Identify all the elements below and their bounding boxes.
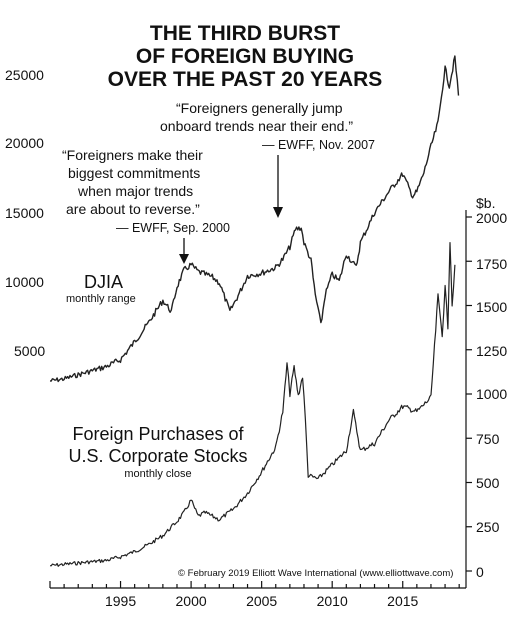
right-tick-label: 250 xyxy=(476,519,500,535)
annotation-1-line-3: when major trends xyxy=(77,183,193,199)
djia-series-sublabel: monthly range xyxy=(66,293,136,305)
foreign-series-label-line-1: Foreign Purchases of xyxy=(72,424,244,444)
right-tick-label: 750 xyxy=(476,431,500,447)
foreign-series-sublabel: monthly close xyxy=(124,468,191,480)
annotation-2-attribution: — EWFF, Nov. 2007 xyxy=(262,138,375,152)
chart-title-line-3: OVER THE PAST 20 YEARS xyxy=(108,68,383,91)
annotation-2-line-1: “Foreigners generally jump xyxy=(176,100,343,116)
copyright-note: © February 2019 Elliott Wave Internation… xyxy=(178,568,453,579)
right-tick-label: 500 xyxy=(476,475,500,491)
annotation-1-line-2: biggest commitments xyxy=(68,165,200,181)
x-tick-label: 2010 xyxy=(317,593,348,609)
x-tick-label: 2015 xyxy=(387,593,418,609)
right-tick-label: 1250 xyxy=(476,343,507,359)
right-tick-label: 1000 xyxy=(476,386,507,402)
djia-series-line xyxy=(49,55,460,383)
foreign-purchases-series-line xyxy=(49,242,456,567)
annotation-2-line-2: onboard trends near their end.” xyxy=(160,118,353,134)
left-tick-label: 5000 xyxy=(14,343,45,359)
annotation-1-line-1: “Foreigners make their xyxy=(62,147,203,163)
left-tick-label: 15000 xyxy=(5,205,44,221)
right-tick-label: 2000 xyxy=(476,210,507,226)
x-axis-labels: 1995 2000 2005 2010 2015 xyxy=(105,593,419,609)
x-tick-label: 2005 xyxy=(246,593,277,609)
left-tick-label: 25000 xyxy=(5,67,44,83)
right-axis-unit: $b. xyxy=(476,195,495,211)
axes xyxy=(49,210,472,589)
right-tick-label: 0 xyxy=(476,564,484,580)
chart-title-line-1: THE THIRD BURST xyxy=(150,22,340,45)
right-tick-label: 1500 xyxy=(476,299,507,315)
annotation-1-arrowhead xyxy=(179,254,189,264)
chart-title-line-2: OF FOREIGN BUYING xyxy=(136,45,354,68)
left-tick-label: 20000 xyxy=(5,135,44,151)
annotation-2-arrowhead xyxy=(273,207,283,218)
left-tick-label: 10000 xyxy=(5,274,44,290)
annotation-1-line-4: are about to reverse.” xyxy=(66,201,200,217)
djia-series-label: DJIA xyxy=(84,272,123,292)
x-tick-label: 2000 xyxy=(176,593,207,609)
annotation-1-attribution: — EWFF, Sep. 2000 xyxy=(116,221,230,235)
right-tick-label: 1750 xyxy=(476,256,507,272)
x-tick-label: 1995 xyxy=(105,593,136,609)
foreign-series-label-line-2: U.S. Corporate Stocks xyxy=(68,446,247,466)
